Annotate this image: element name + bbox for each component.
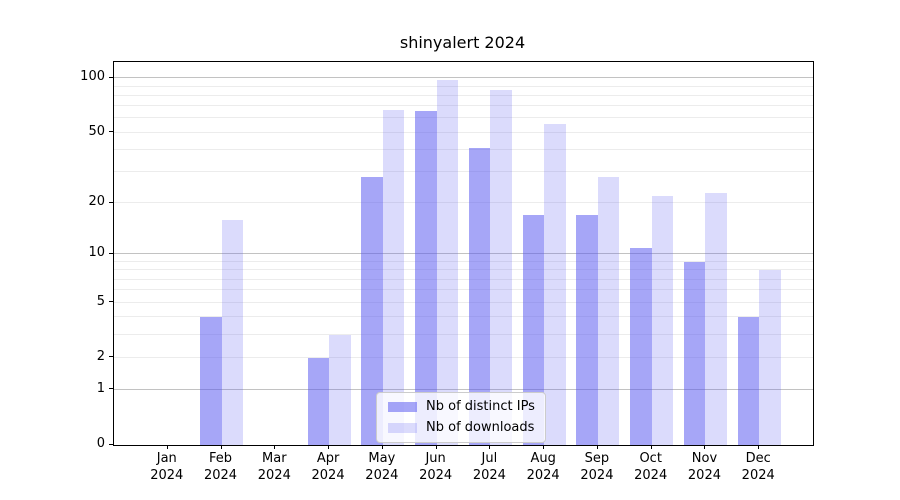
legend: Nb of distinct IPs Nb of downloads [376, 392, 546, 443]
x-tick-mark [650, 445, 652, 449]
gridline-major [114, 253, 813, 255]
x-axis-tick-label: Oct 2024 [634, 451, 668, 483]
gridline-major [114, 77, 813, 79]
x-tick-mark [489, 445, 491, 449]
legend-item-downloads: Nb of downloads [388, 420, 535, 436]
x-tick-mark [543, 445, 545, 449]
x-tick-mark [758, 445, 760, 449]
x-tick-mark [381, 445, 383, 449]
x-tick-mark [220, 445, 222, 449]
bar-nb-of-downloads-jun [436, 79, 459, 445]
x-axis-tick-label: Feb 2024 [203, 451, 238, 483]
x-tick-mark [704, 445, 706, 449]
legend-item-distinct-ips: Nb of distinct IPs [388, 399, 535, 415]
x-axis-tick-label: Nov 2024 [687, 451, 721, 483]
bar-nb-of-distinct-ips-sep [576, 215, 598, 445]
bar-nb-of-downloads-sep [597, 177, 620, 445]
legend-label-distinct-ips: Nb of distinct IPs [426, 399, 535, 414]
x-axis-tick-label: Apr 2024 [311, 451, 345, 483]
gridline-minor [114, 261, 813, 263]
y-axis-tick-label: 100 [80, 69, 105, 85]
gridline-minor [114, 278, 813, 280]
x-tick-mark [435, 445, 437, 449]
gridline-minor [114, 202, 813, 204]
y-axis-tick-label: 1 [96, 380, 105, 396]
y-tick-mark [109, 131, 113, 133]
y-tick-mark [109, 356, 113, 358]
gridline-minor [114, 171, 813, 173]
y-tick-mark [109, 301, 113, 303]
legend-swatch-distinct-ips [388, 402, 417, 412]
x-axis-tick-label: Sep 2024 [580, 451, 614, 483]
gridline-minor [114, 301, 813, 303]
bar-nb-of-distinct-ips-may [361, 177, 383, 445]
gridline-minor [114, 269, 813, 271]
chart-title: shinyalert 2024 [399, 33, 526, 52]
legend-label-downloads: Nb of downloads [426, 420, 535, 435]
bar-nb-of-downloads-nov [705, 192, 727, 445]
bar-nb-of-downloads-aug [544, 123, 566, 445]
y-axis-tick-label: 2 [96, 348, 105, 364]
bar-nb-of-distinct-ips-jun [415, 110, 437, 445]
bar-nb-of-distinct-ips-apr [307, 357, 330, 445]
bar-nb-of-distinct-ips-feb [200, 317, 222, 445]
x-axis-tick-label: Jul 2024 [472, 451, 506, 483]
x-tick-mark [166, 445, 168, 449]
gridline-minor [114, 148, 813, 150]
gridline-minor [114, 105, 813, 107]
bar-nb-of-distinct-ips-nov [683, 262, 706, 445]
bar-nb-of-downloads-may [382, 109, 405, 445]
y-tick-mark [109, 443, 113, 445]
bar-nb-of-downloads-oct [651, 195, 674, 445]
x-axis-tick-label: May 2024 [365, 451, 399, 483]
y-axis-tick-label: 10 [88, 245, 105, 261]
bar-nb-of-distinct-ips-dec [737, 317, 760, 445]
y-axis-tick-label: 0 [96, 436, 105, 451]
gridline-minor [114, 289, 813, 291]
bar-nb-of-downloads-apr [329, 334, 351, 445]
bar-nb-of-distinct-ips-aug [522, 215, 545, 445]
gridline-minor [114, 85, 813, 87]
x-axis-tick-label: Dec 2024 [741, 451, 775, 483]
x-axis-tick-label: Mar 2024 [257, 451, 291, 483]
x-tick-mark [328, 445, 330, 449]
x-tick-mark [596, 445, 598, 449]
bar-nb-of-distinct-ips-jul [468, 148, 491, 445]
bar-nb-of-downloads-feb [221, 219, 244, 445]
x-axis-tick-label: Jan 2024 [150, 451, 184, 483]
bar-nb-of-downloads-dec [759, 270, 781, 445]
gridline-minor [114, 333, 813, 335]
bar-nb-of-distinct-ips-oct [630, 247, 652, 445]
y-axis-tick-label: 5 [96, 293, 105, 309]
y-axis-tick-label: 20 [88, 194, 105, 210]
gridline-major [114, 388, 813, 390]
y-axis-tick-label: 50 [88, 123, 105, 139]
x-axis-tick-label: Jun 2024 [419, 451, 453, 483]
x-tick-mark [274, 445, 276, 449]
gridline-minor [114, 117, 813, 119]
gridline-minor [114, 131, 813, 133]
y-tick-mark [109, 76, 113, 78]
y-tick-mark [109, 201, 113, 203]
y-tick-mark [109, 252, 113, 254]
gridline-minor [114, 356, 813, 358]
x-axis-tick-label: Aug 2024 [526, 451, 560, 483]
legend-swatch-downloads [388, 423, 417, 433]
gridline-minor [114, 94, 813, 96]
plot-area: Nb of distinct IPs Nb of downloads [113, 61, 814, 446]
gridline-minor [114, 316, 813, 318]
bar-nb-of-downloads-jul [490, 90, 512, 445]
y-tick-mark [109, 388, 113, 390]
